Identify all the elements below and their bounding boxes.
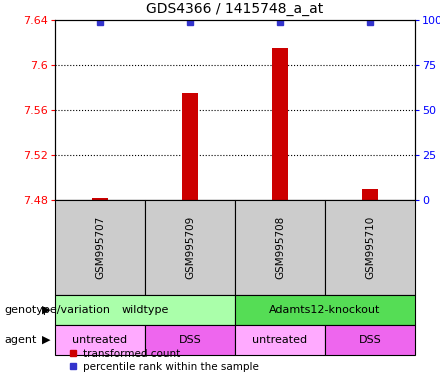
Text: untreated: untreated — [73, 335, 128, 345]
Bar — [55, 200, 145, 295]
Bar — [182, 93, 198, 200]
Text: GSM995710: GSM995710 — [365, 216, 375, 279]
Text: GSM995708: GSM995708 — [275, 216, 285, 279]
Bar — [92, 198, 108, 200]
Bar — [55, 325, 145, 355]
Bar — [235, 325, 325, 355]
Bar — [362, 189, 378, 200]
Bar — [235, 295, 415, 325]
Text: genotype/variation: genotype/variation — [4, 305, 110, 315]
Text: GSM995707: GSM995707 — [95, 216, 105, 279]
Bar — [145, 200, 235, 295]
Bar — [235, 200, 325, 295]
Bar — [325, 200, 415, 295]
Bar — [325, 325, 415, 355]
Text: DSS: DSS — [359, 335, 381, 345]
Text: wildtype: wildtype — [121, 305, 169, 315]
Legend: transformed count, percentile rank within the sample: transformed count, percentile rank withi… — [69, 349, 258, 372]
Text: untreated: untreated — [253, 335, 308, 345]
Bar — [145, 325, 235, 355]
Text: ▶: ▶ — [42, 335, 50, 345]
Text: Adamts12-knockout: Adamts12-knockout — [269, 305, 381, 315]
Text: GSM995709: GSM995709 — [185, 216, 195, 279]
Bar — [55, 295, 235, 325]
Text: DSS: DSS — [179, 335, 202, 345]
Bar — [272, 48, 288, 200]
Text: ▶: ▶ — [42, 305, 50, 315]
Text: agent: agent — [4, 335, 37, 345]
Title: GDS4366 / 1415748_a_at: GDS4366 / 1415748_a_at — [147, 2, 324, 16]
